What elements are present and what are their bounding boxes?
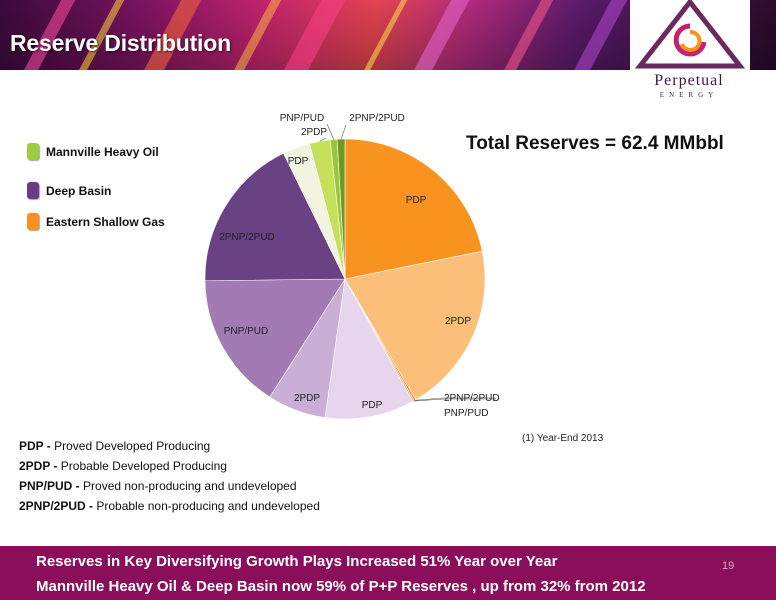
definition-desc: Proved non-producing and undeveloped	[79, 479, 297, 493]
slice-label: PNP/PUD	[280, 113, 324, 124]
legend-label: Deep Basin	[46, 183, 112, 198]
slice-label: 2PNP/2PUD	[219, 232, 275, 243]
legend-swatch	[27, 182, 39, 199]
slice-label: PDP	[362, 400, 383, 411]
definition-item: 2PNP/2PUD - Probable non-producing and u…	[19, 496, 320, 516]
logo-subtitle: ENERGY	[659, 91, 719, 99]
pie-slice	[204, 152, 346, 282]
page-number: 19	[722, 560, 735, 572]
bottom-banner	[0, 546, 776, 600]
logo	[630, 0, 750, 104]
legend-label: Mannville Heavy Oil	[46, 144, 159, 159]
definition-item: 2PDP - Probable Developed Producing	[19, 456, 320, 476]
leader-line	[319, 137, 327, 142]
legend-item-deep-basin: Deep Basin	[27, 182, 111, 199]
legend-item-eastern-shallow-gas: Eastern Shallow Gas	[27, 213, 165, 230]
slice-label: 2PDP	[445, 316, 471, 327]
definition-item: PDP - Proved Developed Producing	[19, 436, 320, 456]
definition-desc: Probable Developed Producing	[57, 459, 227, 473]
slice-label: PNP/PUD	[444, 408, 488, 419]
legend-swatch	[27, 213, 39, 230]
legend-item-mannville: Mannville Heavy Oil	[27, 143, 159, 160]
leader-line	[414, 397, 496, 401]
definition-item: PNP/PUD - Proved non-producing and undev…	[19, 476, 320, 496]
pie-slice	[344, 138, 483, 280]
logo-wordmark: Perpetual	[654, 72, 724, 89]
definition-term: PNP/PUD -	[19, 479, 80, 493]
pie-slice	[204, 278, 346, 398]
legend-swatch	[27, 143, 39, 160]
slice-label: PNP/PUD	[224, 326, 268, 337]
footnote: (1) Year-End 2013	[522, 433, 604, 444]
leader-line	[340, 124, 347, 140]
slice-label: PDP	[288, 156, 309, 167]
logo-mark-icon	[634, 0, 746, 69]
bottom-headline-1: Reserves in Key Diversifying Growth Play…	[36, 553, 558, 570]
slice-label: 2PDP	[294, 393, 320, 404]
leader-line	[413, 398, 496, 402]
definition-term: 2PDP -	[19, 459, 58, 473]
slice-label: 2PNP/2PUD	[349, 113, 405, 124]
slice-label: PDP	[406, 195, 427, 206]
definition-desc: Probable non-producing and undeveloped	[93, 499, 320, 513]
bottom-headline-2: Mannville Heavy Oil & Deep Basin now 59%…	[36, 578, 646, 595]
definition-desc: Proved Developed Producing	[50, 439, 211, 453]
pie-slice	[344, 250, 486, 401]
total-reserves: Total Reserves = 62.4 MMbbl	[466, 133, 724, 154]
leader-line	[326, 123, 334, 140]
legend-label: Eastern Shallow Gas	[46, 214, 165, 229]
slice-label: 2PDP	[301, 127, 327, 138]
definition-term: PDP -	[19, 439, 51, 453]
definitions-list: PDP - Proved Developed Producing 2PDP - …	[19, 436, 320, 516]
pie-slice	[324, 278, 414, 420]
definition-term: 2PNP/2PUD -	[19, 499, 94, 513]
page-title: Reserve Distribution	[10, 30, 231, 56]
slice-label: 2PNP/2PUD	[444, 393, 500, 404]
